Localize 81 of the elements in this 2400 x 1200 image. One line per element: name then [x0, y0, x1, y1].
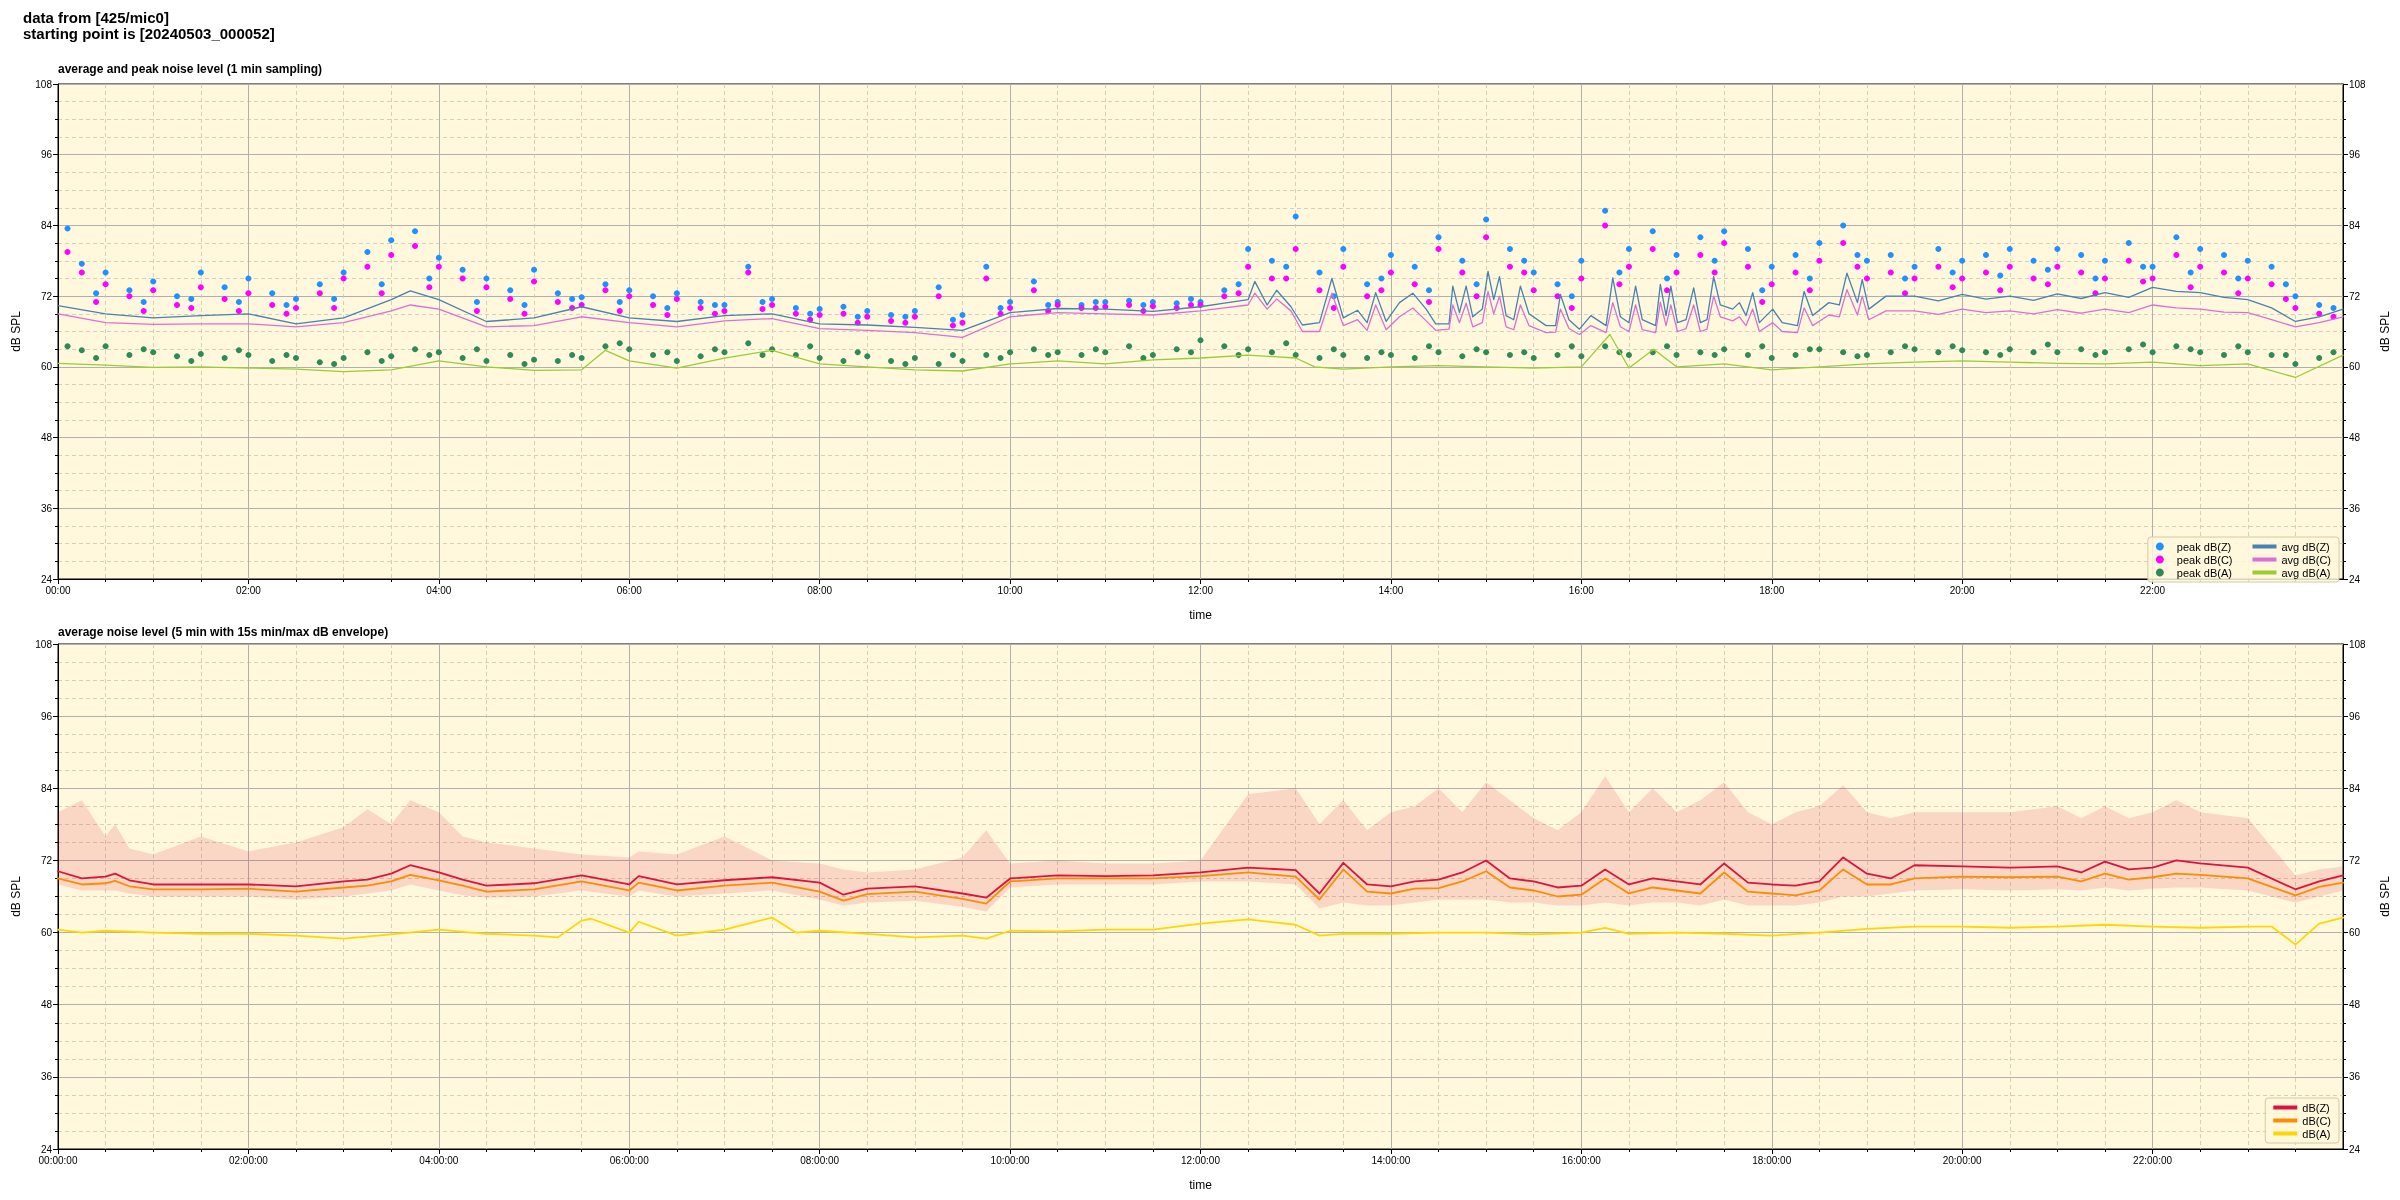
legend-label: dB(A) — [2302, 1127, 2331, 1140]
y2-tick-label: 84 — [2349, 782, 2361, 794]
y2-tick-label: 96 — [2349, 710, 2361, 722]
x-tick-label: 12:00 — [1187, 584, 1214, 596]
x-tick-label: 20:00 — [1949, 584, 1976, 596]
x-tick-label: 00:00 — [45, 584, 71, 596]
x-axis-title: time — [1189, 608, 1213, 622]
y-tick-label: 72 — [40, 854, 53, 866]
y-tick-label: 84 — [40, 782, 53, 794]
x-axis-title: time — [1189, 1178, 1213, 1192]
y2-tick-label: 24 — [2349, 1143, 2361, 1155]
x-tick-label: 16:00:00 — [1561, 1154, 1602, 1166]
x-tick-label: 02:00:00 — [228, 1154, 269, 1166]
y-tick-label: 48 — [40, 999, 53, 1011]
x-tick-label: 08:00 — [807, 584, 833, 596]
text: data from [425/mic0] — [23, 9, 169, 26]
y-tick-label: 60 — [40, 927, 53, 939]
y2-tick-label: 60 — [2349, 361, 2361, 373]
y2-tick-label: 84 — [2349, 219, 2361, 231]
legend-label: avg dB(C) — [2281, 553, 2332, 566]
x-tick-label: 18:00:00 — [1752, 1154, 1792, 1166]
x-tick-label: 06:00 — [616, 584, 643, 596]
legend-label: peak dB(C) — [2176, 553, 2233, 566]
line-series — [57, 333, 2344, 379]
legend-label: dB(C) — [2302, 1114, 2332, 1127]
y2-tick-label: 24 — [2349, 573, 2361, 585]
y-tick-label: 24 — [40, 1143, 53, 1155]
x-tick-label: 12:00:00 — [1181, 1154, 1221, 1166]
legend-label: dB(Z) — [2302, 1101, 2330, 1114]
y-tick-label: 96 — [40, 710, 53, 722]
y-tick-label: 60 — [40, 361, 53, 373]
y-tick-label: 36 — [40, 502, 53, 514]
y-tick-label: 72 — [40, 290, 53, 302]
y-tick-label: 24 — [40, 573, 53, 585]
y2-tick-label: 96 — [2349, 149, 2361, 161]
legend-label: peak dB(A) — [2176, 566, 2232, 579]
x-tick-label: 10:00 — [997, 584, 1024, 596]
line-series — [57, 916, 2344, 946]
y2-axis-title: dB SPL — [2378, 875, 2392, 917]
legend-label: avg dB(A) — [2281, 566, 2331, 579]
x-tick-label: 16:00 — [1568, 584, 1595, 596]
x-tick-label: 14:00 — [1378, 584, 1404, 596]
y-tick-label: 36 — [40, 1071, 53, 1083]
x-tick-label: 08:00:00 — [800, 1154, 840, 1166]
line-series — [57, 856, 2344, 899]
legend-label: avg dB(Z) — [2281, 540, 2330, 553]
x-tick-label: 22:00:00 — [2133, 1154, 2173, 1166]
x-tick-label: 20:00:00 — [1942, 1154, 1983, 1166]
y-axis-title: dB SPL — [9, 310, 23, 352]
line-series — [57, 868, 2344, 905]
chart-title: average noise level (5 min with 15s min/max dB envelope) — [58, 625, 389, 639]
x-tick-label: 14:00:00 — [1371, 1154, 1411, 1166]
y-tick-label: 96 — [40, 149, 53, 161]
x-tick-label: 22:00 — [2140, 584, 2166, 596]
y-tick-label: 48 — [40, 432, 53, 444]
y-tick-label: 108 — [35, 78, 53, 90]
y2-tick-label: 36 — [2349, 1071, 2361, 1083]
x-tick-label: 04:00 — [426, 584, 452, 596]
line-series — [57, 289, 2344, 339]
text: starting point is [20240503_000052] — [23, 25, 275, 42]
y2-tick-label: 72 — [2349, 854, 2361, 866]
y2-tick-label: 108 — [2349, 78, 2367, 90]
x-tick-label: 10:00:00 — [990, 1154, 1030, 1166]
y-tick-label: 108 — [35, 638, 53, 650]
x-tick-label: 00:00:00 — [38, 1154, 78, 1166]
x-tick-label: 04:00:00 — [419, 1154, 459, 1166]
y2-axis-title: dB SPL — [2378, 310, 2392, 352]
y-axis-title: dB SPL — [9, 875, 23, 917]
y2-tick-label: 36 — [2349, 502, 2361, 514]
y2-tick-label: 60 — [2349, 927, 2361, 939]
line-series — [57, 270, 2344, 331]
x-tick-label: 02:00 — [235, 584, 262, 596]
y2-tick-label: 108 — [2349, 638, 2367, 650]
x-tick-label: 18:00 — [1759, 584, 1785, 596]
y2-tick-label: 48 — [2349, 432, 2361, 444]
y2-tick-label: 72 — [2349, 290, 2361, 302]
x-tick-label: 06:00:00 — [609, 1154, 650, 1166]
y2-tick-label: 48 — [2349, 999, 2361, 1011]
y-tick-label: 84 — [40, 219, 53, 231]
chart-title: average and peak noise level (1 min sampling) — [58, 62, 323, 76]
legend-label: peak dB(Z) — [2176, 540, 2232, 553]
